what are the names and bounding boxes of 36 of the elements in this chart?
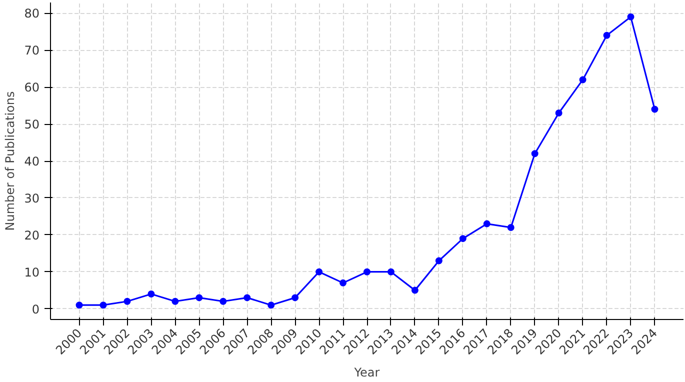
x-axis-title: Year [353, 365, 380, 380]
y-tick-label: 70 [24, 44, 40, 58]
point [268, 302, 275, 309]
y-axis-title: Number of Publications [3, 91, 18, 231]
point [579, 76, 586, 84]
point [196, 294, 203, 302]
point [555, 109, 562, 116]
y-tick-label: 40 [24, 154, 40, 168]
y-tick-label: 50 [24, 118, 40, 132]
point [627, 13, 634, 20]
point [507, 224, 514, 231]
point [651, 106, 658, 113]
point [244, 294, 251, 302]
point [100, 302, 107, 309]
y-tick-label: 20 [24, 228, 40, 242]
y-tick-label: 10 [24, 265, 40, 280]
y-tick-label: 30 [24, 191, 40, 206]
point [292, 294, 299, 302]
y-tick-label: 80 [24, 6, 40, 21]
point [387, 268, 394, 276]
point [172, 298, 179, 305]
point [531, 150, 538, 158]
point [220, 298, 227, 305]
point [124, 298, 131, 305]
y-tick-label: 60 [24, 80, 40, 95]
y-tick-label: 0 [32, 302, 40, 316]
point [340, 279, 347, 286]
point [483, 220, 490, 228]
point [603, 32, 610, 39]
point [364, 268, 370, 276]
point [459, 235, 466, 242]
point [411, 286, 418, 294]
point [435, 257, 442, 264]
point [76, 302, 83, 309]
point [316, 268, 323, 276]
point [148, 290, 155, 298]
